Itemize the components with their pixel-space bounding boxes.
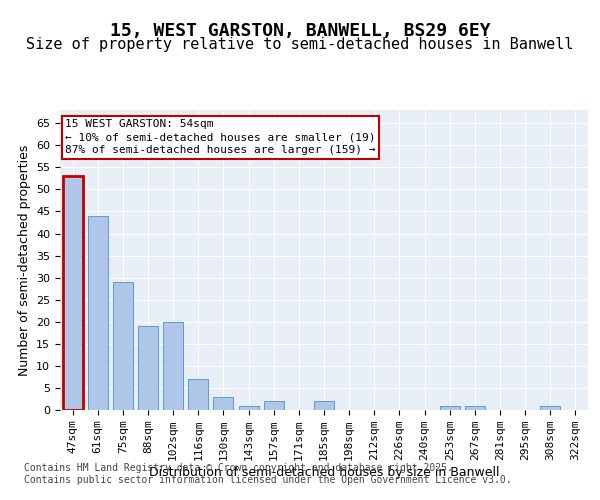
Bar — [62, 176, 83, 410]
Bar — [188, 379, 208, 410]
Bar — [88, 216, 108, 410]
Bar — [314, 401, 334, 410]
Text: Size of property relative to semi-detached houses in Banwell: Size of property relative to semi-detach… — [26, 38, 574, 52]
Bar — [540, 406, 560, 410]
Bar — [163, 322, 183, 410]
Bar — [138, 326, 158, 410]
Text: Contains HM Land Registry data © Crown copyright and database right 2025.
Contai: Contains HM Land Registry data © Crown c… — [24, 464, 512, 485]
Y-axis label: Number of semi-detached properties: Number of semi-detached properties — [17, 144, 31, 376]
Bar — [263, 401, 284, 410]
X-axis label: Distribution of semi-detached houses by size in Banwell: Distribution of semi-detached houses by … — [149, 466, 499, 479]
Text: 15, WEST GARSTON, BANWELL, BS29 6EY: 15, WEST GARSTON, BANWELL, BS29 6EY — [110, 22, 490, 40]
Bar — [239, 406, 259, 410]
Text: 15 WEST GARSTON: 54sqm
← 10% of semi-detached houses are smaller (19)
87% of sem: 15 WEST GARSTON: 54sqm ← 10% of semi-det… — [65, 119, 376, 156]
Bar — [113, 282, 133, 410]
Bar — [214, 397, 233, 410]
Bar — [465, 406, 485, 410]
Bar — [440, 406, 460, 410]
